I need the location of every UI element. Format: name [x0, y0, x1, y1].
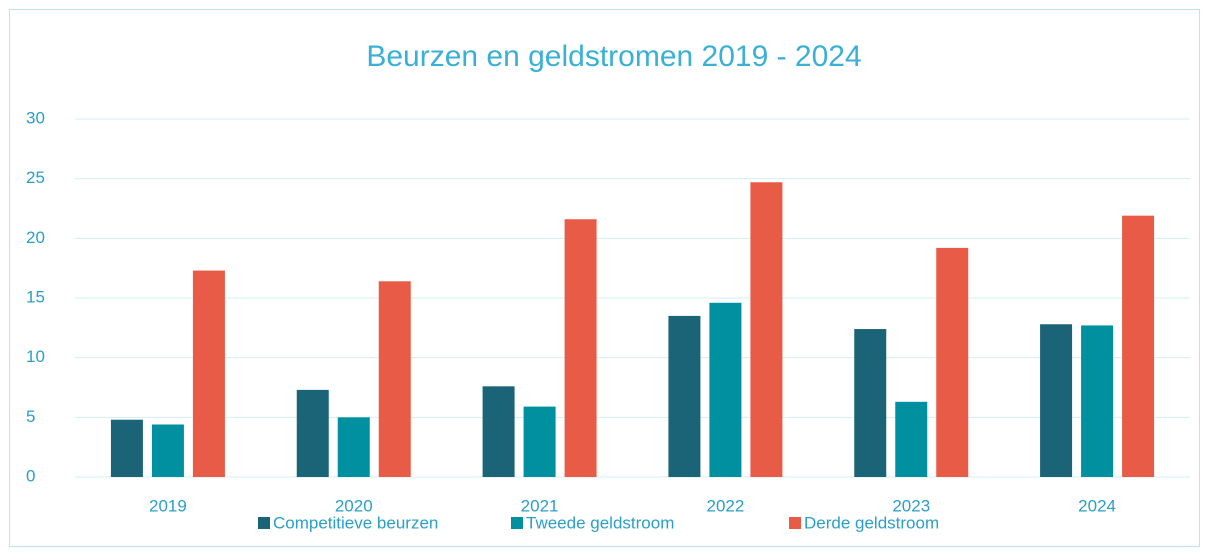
bar	[378, 281, 411, 477]
y-tick-label: 30	[26, 108, 45, 127]
bar	[1122, 215, 1155, 477]
legend-label: Tweede geldstroom	[526, 513, 674, 532]
legend-label: Competitieve beurzen	[273, 513, 438, 532]
bar	[192, 270, 225, 477]
legend-label: Derde geldstroom	[804, 513, 939, 532]
x-tick-label: 2021	[521, 496, 559, 515]
bar	[337, 417, 370, 477]
y-tick-label: 10	[26, 347, 45, 366]
y-tick-label: 0	[26, 466, 35, 485]
y-tick-label: 20	[26, 228, 45, 247]
x-tick-label: 2024	[1078, 496, 1116, 515]
bar	[1081, 325, 1114, 477]
y-tick-label: 25	[26, 168, 45, 187]
chart-frame	[9, 9, 1200, 547]
bar	[750, 182, 783, 477]
bar	[895, 401, 928, 477]
bar	[709, 302, 742, 477]
bar	[151, 424, 184, 477]
y-tick-label: 5	[26, 407, 35, 426]
bar	[296, 389, 329, 477]
x-tick-label: 2019	[149, 496, 187, 515]
y-tick-label: 15	[26, 287, 45, 306]
legend-swatch	[511, 517, 523, 529]
bar	[523, 406, 556, 477]
bar	[936, 247, 969, 477]
bar	[668, 315, 701, 477]
x-tick-label: 2022	[707, 496, 745, 515]
bar	[1040, 324, 1073, 477]
chart-title: Beurzen en geldstromen 2019 - 2024	[366, 40, 861, 73]
bar	[110, 419, 143, 477]
bar	[482, 386, 515, 477]
bar	[564, 219, 597, 478]
x-tick-label: 2020	[335, 496, 373, 515]
bar	[854, 329, 887, 477]
x-tick-label: 2023	[892, 496, 930, 515]
legend-swatch	[789, 517, 801, 529]
legend-swatch	[258, 517, 270, 529]
